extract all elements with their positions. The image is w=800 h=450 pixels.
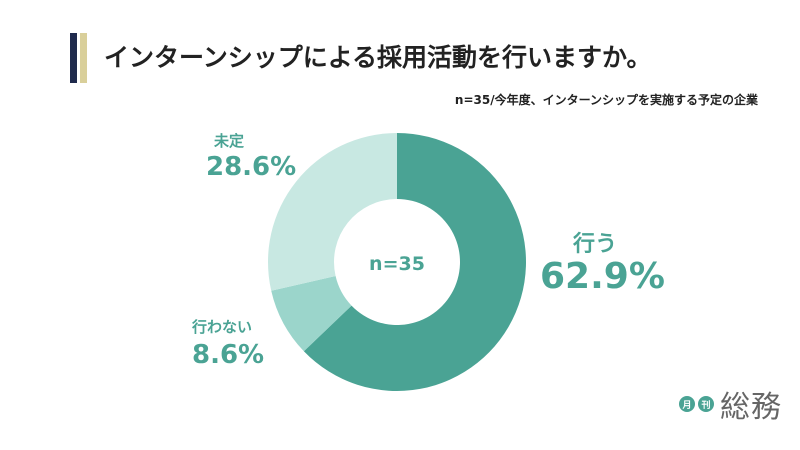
title-accent-bar-dark bbox=[70, 33, 77, 83]
donut-center-label: n=35 bbox=[369, 253, 425, 275]
chart-title: インターンシップによる採用活動を行いますか。 bbox=[104, 43, 652, 72]
slice-value-undecided: 28.6% bbox=[206, 152, 297, 182]
slice-value-yes: 62.9% bbox=[540, 256, 665, 297]
chart-subtitle: n=35/今年度、インターンシップを実施する予定の企業 bbox=[454, 93, 758, 107]
title-accent-bar-light bbox=[80, 33, 87, 83]
logo-mark-month: 月 bbox=[679, 396, 695, 412]
slice-value-no: 8.6% bbox=[192, 340, 265, 370]
publisher-logo: 月 刊 総務 bbox=[679, 386, 782, 425]
logo-mark-publication: 刊 bbox=[698, 396, 714, 412]
slice-label-undecided: 未定 bbox=[214, 132, 245, 150]
donut-slice-no bbox=[271, 276, 352, 352]
donut-slice-undecided bbox=[268, 133, 397, 291]
donut-slice-yes bbox=[303, 133, 526, 392]
logo-text: 総務 bbox=[720, 390, 782, 425]
slice-label-no: 行わない bbox=[192, 318, 253, 336]
slice-label-yes: 行う bbox=[573, 232, 618, 257]
